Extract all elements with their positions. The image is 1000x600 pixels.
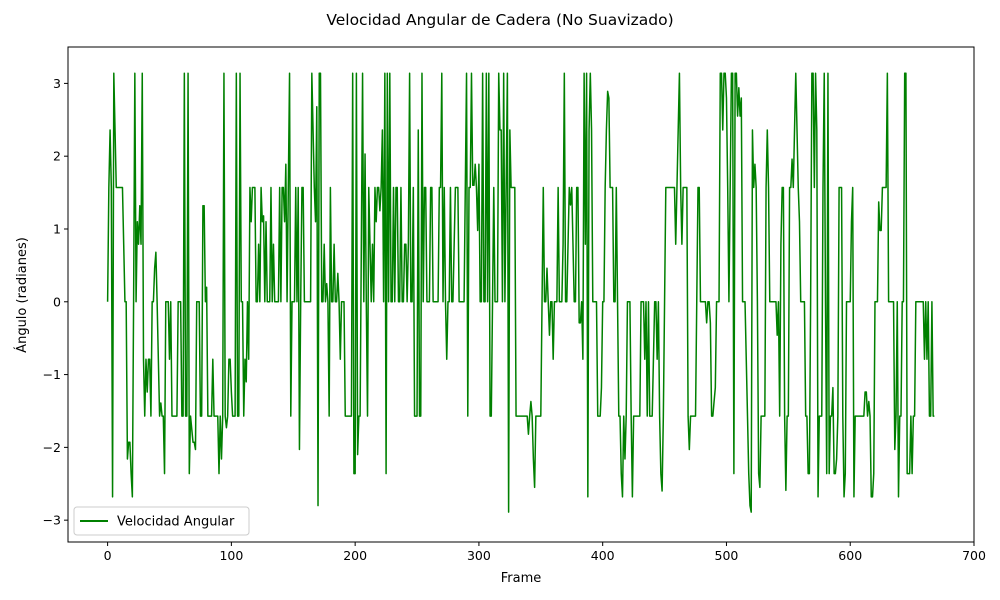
- x-axis: 0 100 200 300 400 500 600 700: [104, 542, 986, 563]
- series-layer: [106, 72, 935, 513]
- y-tick-label: 1: [53, 221, 61, 236]
- y-tick-label: 2: [53, 149, 61, 164]
- x-tick-label: 700: [962, 548, 986, 563]
- y-axis-label: Ángulo (radianes): [14, 237, 30, 353]
- y-tick-label: −1: [43, 367, 61, 382]
- legend: Velocidad Angular: [73, 506, 250, 536]
- x-tick-label: 500: [715, 548, 739, 563]
- y-tick-label: 0: [53, 294, 61, 309]
- x-axis-label: Frame: [501, 571, 542, 586]
- x-tick-label: 0: [104, 548, 112, 563]
- x-tick-label: 200: [343, 548, 367, 563]
- y-tick-label: −3: [43, 513, 61, 528]
- x-tick-label: 100: [219, 548, 243, 563]
- chart-title: Velocidad Angular de Cadera (No Suavizad…: [326, 11, 673, 29]
- y-axis: −3 −2 −1 0 1 2 3: [43, 76, 68, 528]
- plot-area: [67, 46, 975, 543]
- y-tick-label: 3: [53, 76, 61, 91]
- series-line-0: [106, 72, 935, 513]
- y-tick-label: −2: [43, 440, 61, 455]
- legend-box: [73, 506, 250, 536]
- x-tick-label: 400: [591, 548, 615, 563]
- x-tick-label: 300: [467, 548, 491, 563]
- x-tick-label: 600: [838, 548, 862, 563]
- legend-label-velocidad-angular: Velocidad Angular: [117, 515, 235, 530]
